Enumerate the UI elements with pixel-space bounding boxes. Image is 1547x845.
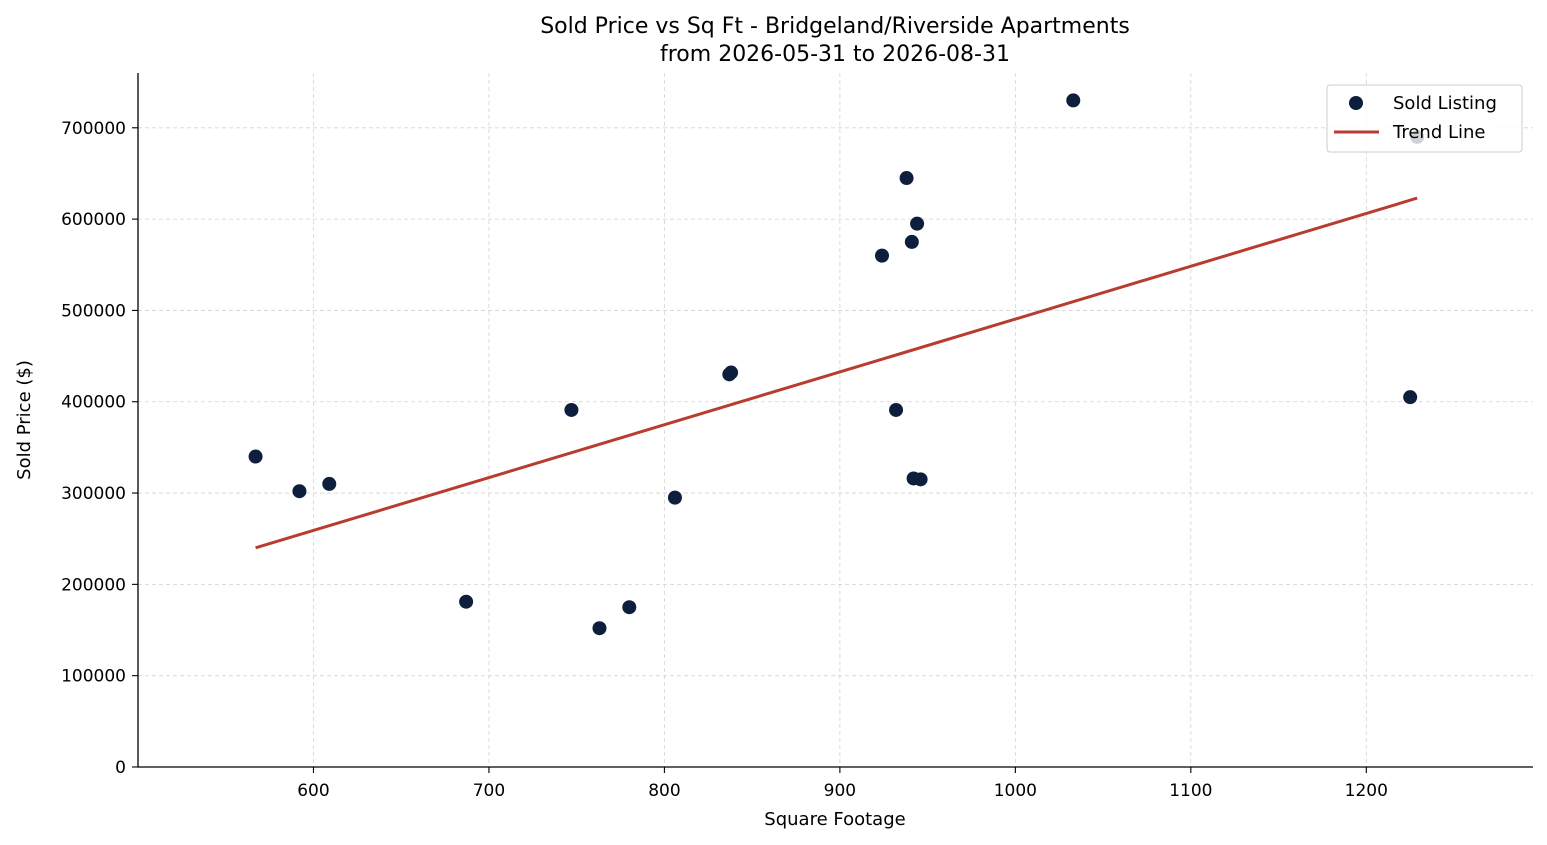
data-point bbox=[910, 216, 925, 231]
data-point bbox=[592, 621, 607, 636]
data-point bbox=[667, 490, 682, 505]
tick-layer: 600 700 800 900 1000 1100 1200 0 100000 200000 300… bbox=[61, 119, 1388, 801]
data-point bbox=[459, 594, 474, 609]
data-point bbox=[875, 248, 889, 263]
x-tick-label: 1200 bbox=[1345, 781, 1388, 801]
data-point bbox=[248, 449, 263, 464]
legend-box bbox=[1326, 84, 1523, 153]
y-tick-label: 400000 bbox=[61, 393, 126, 413]
chart-title-line1: Sold Price vs Sq Ft - Bridgeland/Riversi… bbox=[540, 14, 1130, 39]
y-axis-label: Sold Price ($) bbox=[14, 360, 35, 480]
legend-label-trend-line: Trend Line bbox=[1392, 122, 1486, 143]
legend: Sold Listing Trend Line bbox=[1326, 84, 1523, 153]
trend-line bbox=[255, 196, 1418, 550]
y-tick-label: 600000 bbox=[61, 210, 126, 230]
y-tick-label: 500000 bbox=[61, 301, 126, 321]
data-point bbox=[622, 600, 637, 615]
data-point bbox=[889, 402, 904, 417]
grid-layer bbox=[138, 73, 1533, 768]
data-point bbox=[1403, 390, 1418, 405]
x-tick-label: 800 bbox=[648, 781, 680, 801]
data-point bbox=[724, 365, 739, 380]
y-tick-label: 700000 bbox=[61, 119, 126, 139]
x-tick-label: 1000 bbox=[994, 781, 1037, 801]
data-point bbox=[564, 402, 579, 417]
data-point bbox=[913, 472, 928, 487]
x-tick-label: 700 bbox=[473, 781, 505, 801]
x-tick-label: 900 bbox=[824, 781, 856, 801]
data-point bbox=[1066, 93, 1081, 108]
data-point bbox=[899, 171, 914, 186]
y-tick-label: 100000 bbox=[61, 667, 126, 687]
trend-line-layer bbox=[255, 196, 1418, 550]
data-point bbox=[292, 484, 307, 499]
legend-marker-sold-listing bbox=[1349, 96, 1363, 110]
chart-title-line2: from 2026-05-31 to 2026-08-31 bbox=[660, 42, 1010, 67]
y-tick-label: 200000 bbox=[61, 575, 126, 595]
data-point bbox=[322, 476, 337, 491]
x-tick-label: 1100 bbox=[1169, 781, 1212, 801]
y-tick-label: 0 bbox=[115, 758, 126, 778]
legend-label-sold-listing: Sold Listing bbox=[1393, 93, 1497, 114]
y-tick-label: 300000 bbox=[61, 484, 126, 504]
x-axis-label: Square Footage bbox=[764, 809, 905, 830]
x-tick-label: 600 bbox=[297, 781, 329, 801]
data-point bbox=[904, 234, 919, 249]
points-layer bbox=[248, 93, 1425, 636]
